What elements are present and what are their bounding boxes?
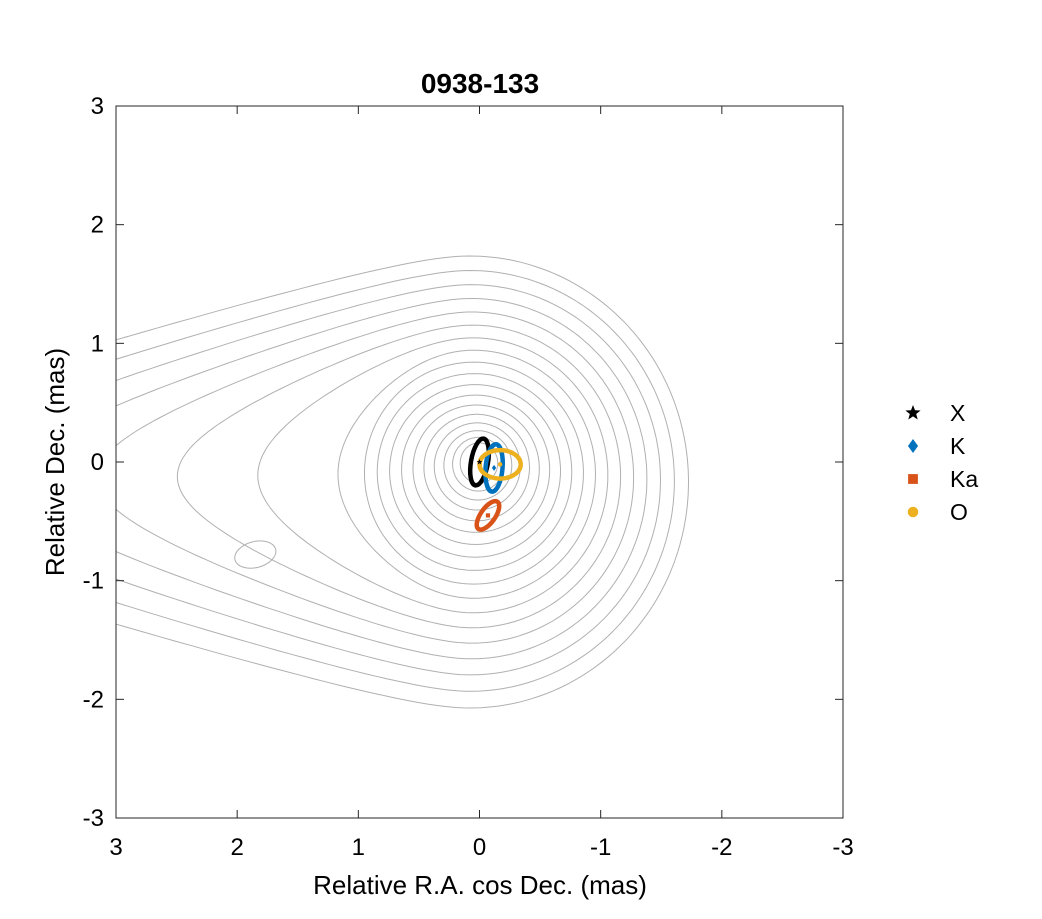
x-tick-label: 1	[352, 834, 365, 861]
contour-line	[116, 311, 635, 644]
y-tick-label: 2	[91, 212, 104, 239]
contour-line	[452, 436, 505, 492]
marker-k	[491, 464, 497, 471]
legend-marker-o	[907, 506, 919, 518]
y-axis-label: Relative Dec. (mas)	[40, 348, 70, 576]
x-tick-label: 3	[109, 834, 122, 861]
contour-line	[176, 324, 622, 629]
contour-line	[376, 373, 573, 571]
contour-line	[389, 384, 561, 558]
contour-line	[401, 394, 551, 546]
axis-ticks: 3 2 1 0 -1 -2 -3 -3 -2 -1 0 1 2 3	[83, 93, 854, 861]
x-tick-label: 0	[473, 834, 486, 861]
x-tick-label: -1	[590, 834, 611, 861]
legend-marker-k	[907, 439, 919, 453]
legend-marker-x	[905, 405, 921, 420]
legend-label-x: X	[950, 400, 965, 426]
contour-line	[257, 337, 609, 614]
x-tick-label: -2	[711, 834, 732, 861]
ellipse-ka	[474, 498, 502, 532]
contour-line	[423, 413, 530, 522]
chart-title: 0938-133	[421, 68, 539, 99]
marker-o	[497, 462, 503, 467]
contour-line	[116, 255, 690, 709]
x-tick-label: -3	[832, 834, 853, 861]
contour-line	[116, 284, 662, 676]
legend-label-o: O	[950, 499, 968, 525]
marker-x	[476, 459, 483, 465]
y-tick-label: 0	[91, 449, 104, 476]
legend-marker-ka	[908, 474, 918, 484]
legend-label-k: K	[950, 433, 966, 459]
position-ellipses	[467, 436, 523, 532]
y-tick-label: -2	[83, 686, 104, 713]
position-markers	[476, 459, 503, 518]
y-tick-label: -3	[83, 805, 104, 832]
y-tick-label: 1	[91, 330, 104, 357]
contour-island	[234, 540, 277, 569]
contour-line	[337, 349, 597, 599]
x-tick-label: 2	[230, 834, 243, 861]
contour-line	[412, 404, 540, 533]
ellipse-k	[483, 442, 505, 494]
contour-line	[443, 430, 513, 501]
y-tick-label: -1	[83, 568, 104, 595]
x-axis-label: Relative R.A. cos Dec. (mas)	[313, 870, 647, 900]
contour-line	[116, 269, 675, 692]
ellipse-o	[477, 447, 523, 481]
y-tick-label: 3	[91, 93, 104, 120]
contour-line	[364, 361, 584, 585]
legend-label-ka: Ka	[950, 466, 978, 492]
legend: XK Ka O	[905, 400, 978, 525]
contour-line	[116, 298, 648, 660]
contour-map	[116, 255, 690, 709]
marker-ka	[485, 513, 491, 518]
